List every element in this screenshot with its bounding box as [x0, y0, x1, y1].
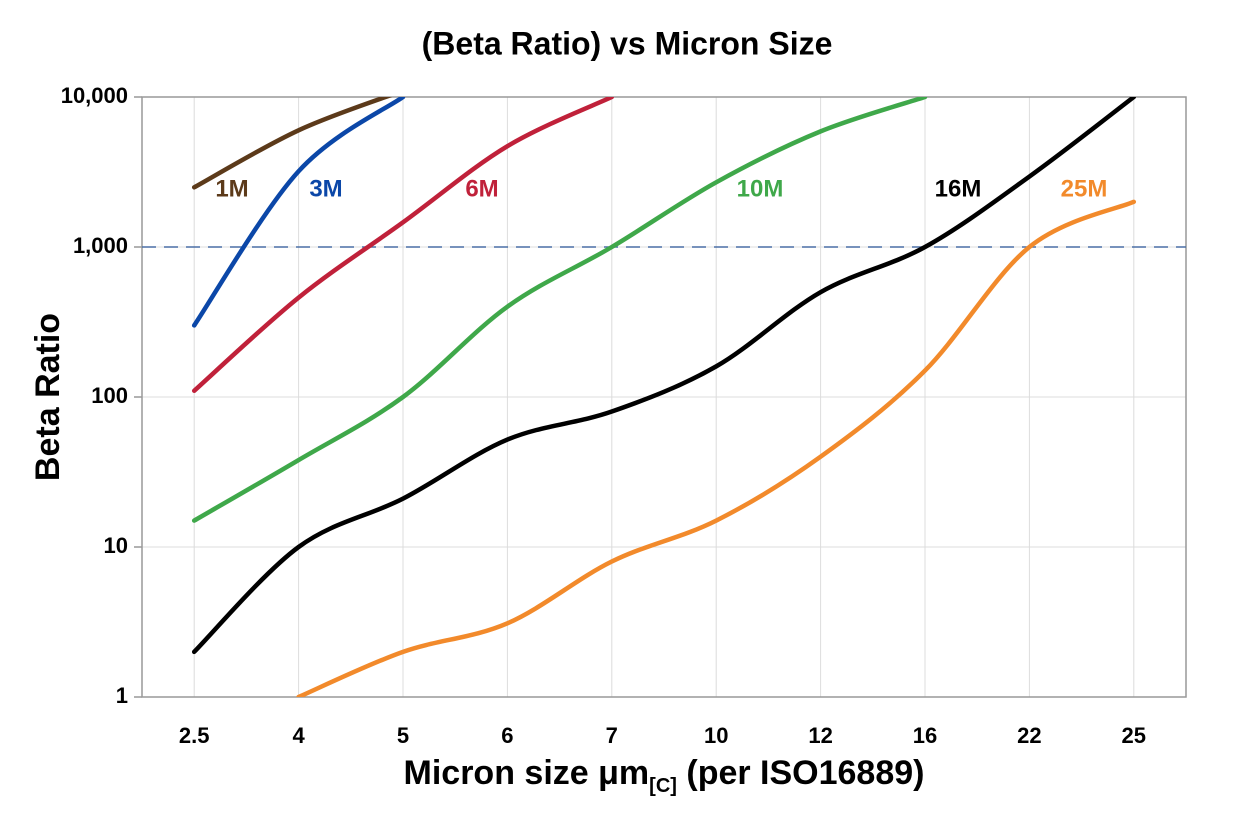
x-axis-label: Micron size μm[C] (per ISO16889) — [404, 754, 925, 797]
series-line — [191, 97, 1137, 655]
series-label: 1M — [215, 175, 248, 202]
series-line — [191, 97, 928, 523]
y-tick-label: 1,000 — [73, 233, 128, 258]
y-tick-label: 100 — [91, 383, 128, 408]
series-line — [296, 199, 1137, 697]
x-axis-label-tail: (per ISO16889) — [677, 754, 925, 792]
y-axis-label: Beta Ratio — [29, 313, 67, 481]
series-label: 3M — [309, 175, 342, 202]
x-tick-label: 7 — [606, 723, 618, 748]
x-tick-label: 6 — [501, 723, 513, 748]
x-tick-label: 4 — [292, 723, 305, 748]
x-tick-label: 12 — [808, 723, 832, 748]
x-tick-label: 2.5 — [179, 723, 210, 748]
chart-title: (Beta Ratio) vs Micron Size — [422, 25, 833, 61]
y-tick-label: 10,000 — [61, 83, 128, 108]
y-tick-label: 1 — [116, 683, 128, 708]
plot-area — [191, 97, 1137, 697]
x-tick-label: 25 — [1122, 723, 1146, 748]
x-axis-label-main: Micron size μm — [404, 754, 650, 792]
x-tick-label: 10 — [704, 723, 728, 748]
x-tick-label: 5 — [397, 723, 409, 748]
plot-border — [141, 96, 1187, 698]
y-tick-label: 10 — [104, 533, 128, 558]
x-tick-label: 22 — [1017, 723, 1041, 748]
series-label: 10M — [737, 175, 784, 202]
x-axis-label-sub: [C] — [649, 775, 677, 797]
series-label: 6M — [465, 175, 498, 202]
series-line — [191, 97, 615, 394]
x-tick-label: 16 — [913, 723, 937, 748]
series-label: 25M — [1061, 175, 1108, 202]
series-line — [191, 97, 393, 190]
series-label: 16M — [935, 175, 982, 202]
series-line — [191, 97, 406, 328]
